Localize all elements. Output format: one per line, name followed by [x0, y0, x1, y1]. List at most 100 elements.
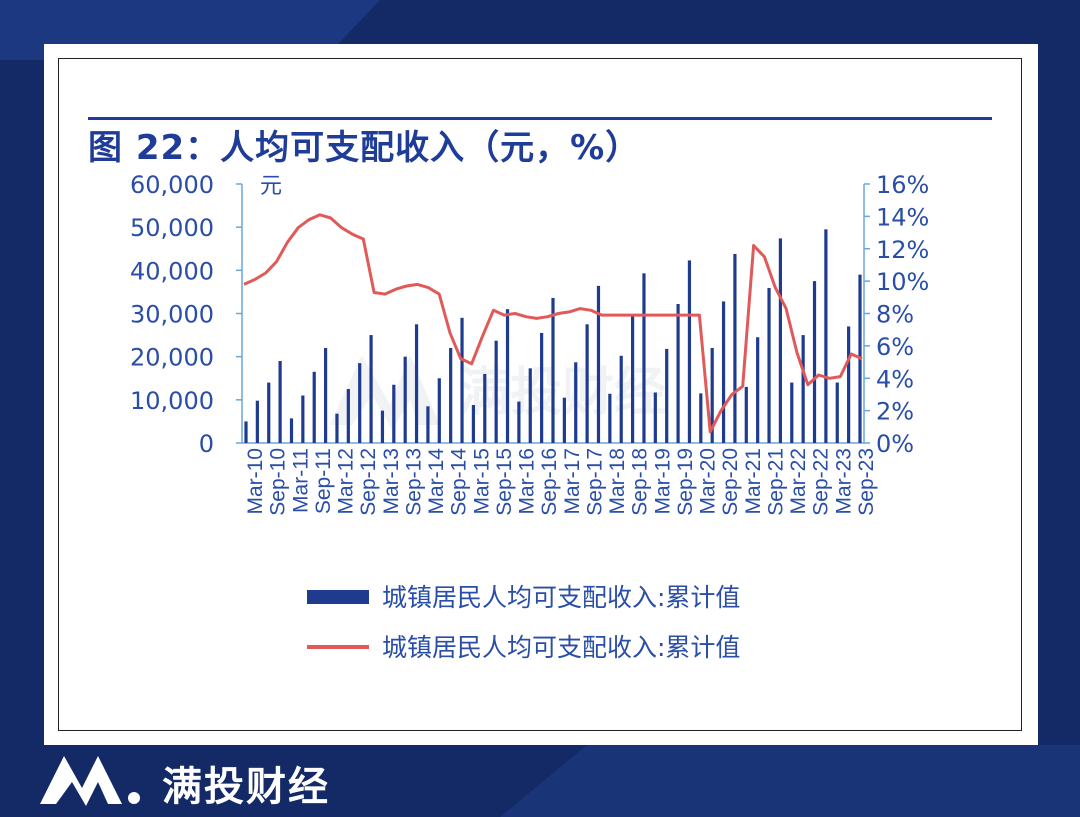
bar	[835, 382, 839, 443]
x-tick-label: Mar-17	[561, 448, 584, 515]
bar	[551, 297, 555, 443]
right-tick-label: 6%	[876, 333, 914, 361]
bar	[528, 368, 532, 443]
x-tick-label: Sep-13	[402, 448, 425, 516]
legend-bar-label: 城镇居民人均可支配收入:累计值	[382, 583, 740, 612]
bar	[437, 378, 441, 443]
x-tick-label: Mar-14	[425, 448, 448, 515]
x-tick-label: Mar-23	[832, 448, 855, 515]
x-tick-label: Mar-19	[651, 448, 674, 515]
left-tick-label: 60,000	[130, 171, 214, 199]
bar	[369, 335, 373, 443]
x-tick-label: Mar-22	[787, 448, 810, 515]
x-tick-label: Mar-13	[380, 448, 403, 515]
bar	[744, 386, 748, 443]
background-decor-bottom	[500, 745, 1080, 817]
left-axis-unit-label: 元	[260, 174, 282, 199]
x-tick-label: Sep-15	[493, 448, 516, 516]
x-tick-label: Mar-12	[335, 448, 358, 515]
x-tick-label: Mar-21	[742, 448, 765, 515]
bar	[790, 382, 794, 443]
right-tick-label: 8%	[876, 301, 914, 329]
x-tick-label: Sep-20	[719, 448, 742, 516]
bar	[323, 348, 328, 443]
bar	[653, 392, 657, 443]
bar	[596, 285, 601, 443]
x-tick-label: Mar-10	[244, 448, 267, 515]
bar	[255, 400, 259, 443]
bar	[687, 260, 692, 443]
left-tick-label: 50,000	[130, 214, 214, 242]
right-tick-label: 12%	[876, 236, 929, 264]
left-tick-label: 40,000	[130, 257, 214, 285]
x-tick-label: Sep-17	[583, 448, 606, 516]
bar	[608, 393, 612, 443]
brand-logo-icon	[40, 756, 140, 806]
x-tick-label: Mar-20	[697, 448, 720, 515]
bar	[676, 304, 680, 443]
left-tick-label: 20,000	[130, 344, 214, 372]
bar	[721, 301, 726, 443]
watermark-text: 满投财经	[458, 363, 666, 423]
x-tick-label: Sep-21	[764, 448, 787, 516]
bar	[358, 363, 362, 443]
bar	[778, 238, 783, 443]
bar	[540, 332, 544, 443]
bar	[801, 335, 805, 443]
bar	[756, 337, 760, 443]
bar	[414, 324, 419, 443]
x-tick-label: Sep-18	[629, 448, 652, 516]
bar	[585, 324, 589, 443]
legend: 城镇居民人均可支配收入:累计值 城镇居民人均可支配收入:累计值	[307, 583, 740, 662]
watermark: 满投财经	[330, 355, 666, 430]
figure-frame	[58, 58, 1022, 731]
x-tick-label: Sep-11	[312, 448, 335, 514]
bar	[642, 273, 646, 443]
bar	[267, 382, 271, 443]
bar	[505, 309, 510, 443]
bar	[574, 362, 578, 443]
bar	[699, 393, 703, 443]
bar	[630, 314, 635, 443]
bar	[665, 348, 669, 443]
right-tick-label: 14%	[876, 203, 929, 231]
bar	[824, 229, 828, 443]
bar	[301, 395, 305, 443]
figure-card: 图 22：人均可支配收入（元，%）	[44, 44, 1038, 745]
left-axis-ticks: 0 10,000 20,000 30,000 40,000 50,000 60,000	[130, 171, 242, 458]
right-tick-label: 10%	[876, 268, 929, 296]
bar	[403, 356, 407, 443]
left-tick-label: 10,000	[130, 387, 214, 415]
bar	[619, 355, 623, 443]
bar	[710, 348, 714, 443]
bar	[426, 406, 430, 443]
left-tick-label: 30,000	[130, 301, 214, 329]
x-tick-label: Sep-23	[855, 448, 878, 516]
x-tick-label: Mar-18	[606, 448, 629, 515]
bar	[847, 326, 851, 443]
watermark-logo-icon	[330, 355, 440, 430]
left-tick-label: 0	[199, 430, 214, 458]
bar-series	[244, 229, 862, 443]
title-underline	[88, 117, 992, 120]
right-tick-label: 2%	[876, 398, 914, 426]
bar	[335, 413, 339, 443]
x-tick-label: Mar-11	[289, 448, 312, 513]
bar	[812, 281, 817, 443]
bar	[449, 348, 453, 443]
right-tick-label: 0%	[876, 430, 914, 458]
x-tick-label: Sep-10	[267, 448, 290, 516]
x-tick-label: Mar-15	[470, 448, 493, 515]
bar	[312, 371, 316, 443]
x-tick-label: Mar-16	[516, 448, 539, 515]
right-tick-label: 16%	[876, 171, 929, 199]
x-tick-label: Sep-14	[448, 448, 471, 516]
bar	[517, 401, 521, 443]
legend-bar-swatch	[307, 590, 369, 604]
bar	[562, 397, 566, 443]
bar	[278, 360, 282, 443]
x-tick-label: Sep-19	[674, 448, 697, 516]
right-tick-label: 4%	[876, 365, 914, 393]
bar	[380, 410, 385, 443]
